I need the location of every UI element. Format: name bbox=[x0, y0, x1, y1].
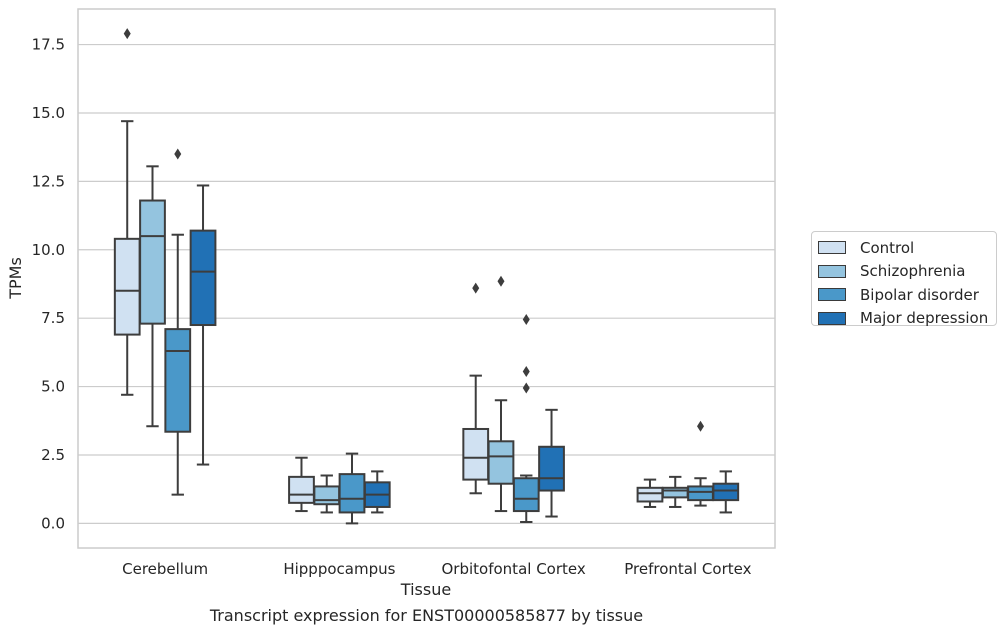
y-tick-label: 7.5 bbox=[41, 309, 65, 327]
outlier-point bbox=[697, 420, 705, 432]
legend-item: Control bbox=[818, 236, 996, 260]
legend-label: Major depression bbox=[860, 309, 989, 328]
box-2-1 bbox=[338, 452, 366, 525]
box-1-1 bbox=[313, 474, 341, 514]
outlier-point bbox=[472, 282, 480, 294]
box-body bbox=[661, 486, 689, 499]
box-body bbox=[313, 485, 341, 506]
box-0-2 bbox=[462, 282, 490, 495]
box-body bbox=[462, 427, 490, 481]
y-tick-label: 15.0 bbox=[32, 104, 65, 122]
box-2-3 bbox=[687, 420, 714, 507]
box-1-2 bbox=[487, 275, 515, 513]
x-axis-label: Tissue bbox=[400, 580, 451, 599]
x-tick-label: Prefrontal Cortex bbox=[624, 560, 751, 578]
box-0-3 bbox=[636, 478, 664, 508]
y-tick-label: 10.0 bbox=[32, 241, 65, 259]
box-body bbox=[338, 473, 366, 514]
box-3-2 bbox=[538, 408, 565, 518]
legend-swatch bbox=[818, 311, 846, 325]
legend-label: Bipolar disorder bbox=[860, 285, 979, 304]
outlier-point bbox=[522, 314, 530, 326]
outlier-point bbox=[522, 382, 530, 394]
y-tick-label: 2.5 bbox=[41, 446, 65, 464]
plot-area bbox=[77, 8, 776, 549]
y-tick-label: 17.5 bbox=[32, 36, 65, 54]
outlier-point bbox=[522, 366, 530, 378]
outlier-point bbox=[497, 275, 505, 287]
y-axis-label: TPMs bbox=[6, 257, 25, 300]
figure-caption: Transcript expression for ENST0000058587… bbox=[209, 606, 644, 625]
box-2-0 bbox=[164, 148, 192, 496]
x-tick-label: Hipppocampus bbox=[283, 560, 395, 578]
box-body bbox=[164, 328, 192, 433]
box-body bbox=[687, 485, 714, 502]
legend-swatch bbox=[818, 264, 846, 278]
legend-item: Major depression bbox=[818, 307, 996, 331]
x-tick-label: Orbitofontal Cortex bbox=[442, 560, 586, 578]
box-1-3 bbox=[661, 475, 689, 508]
x-tick-label: Cerebellum bbox=[122, 560, 208, 578]
outlier-point bbox=[123, 28, 131, 40]
box-body bbox=[636, 486, 664, 503]
box-1-0 bbox=[139, 165, 166, 428]
box-body bbox=[487, 440, 515, 485]
y-tick-label: 5.0 bbox=[41, 378, 65, 396]
legend-label: Control bbox=[860, 238, 915, 257]
box-2-2 bbox=[512, 314, 540, 524]
legend-swatch bbox=[818, 241, 846, 255]
outlier-point bbox=[174, 148, 182, 160]
box-body bbox=[288, 475, 315, 504]
box-body bbox=[189, 229, 217, 327]
legend: Control Schizophrenia Bipolar disorder Majo… bbox=[811, 231, 997, 327]
legend-label: Schizophrenia bbox=[860, 262, 966, 281]
box-body bbox=[113, 237, 141, 336]
box-body bbox=[512, 477, 540, 513]
box-3-0 bbox=[189, 184, 217, 466]
y-tick-label: 12.5 bbox=[32, 172, 65, 190]
box-3-3 bbox=[712, 470, 740, 514]
box-0-0 bbox=[113, 28, 141, 396]
legend-swatch bbox=[818, 288, 846, 302]
box-0-1 bbox=[288, 456, 315, 513]
box-body bbox=[139, 199, 166, 325]
box-body bbox=[712, 482, 740, 502]
box-body bbox=[538, 445, 565, 492]
box-3-1 bbox=[363, 470, 391, 514]
legend-item: Bipolar disorder bbox=[818, 283, 996, 307]
y-tick-label: 0.0 bbox=[41, 514, 65, 532]
legend-item: Schizophrenia bbox=[818, 260, 996, 284]
